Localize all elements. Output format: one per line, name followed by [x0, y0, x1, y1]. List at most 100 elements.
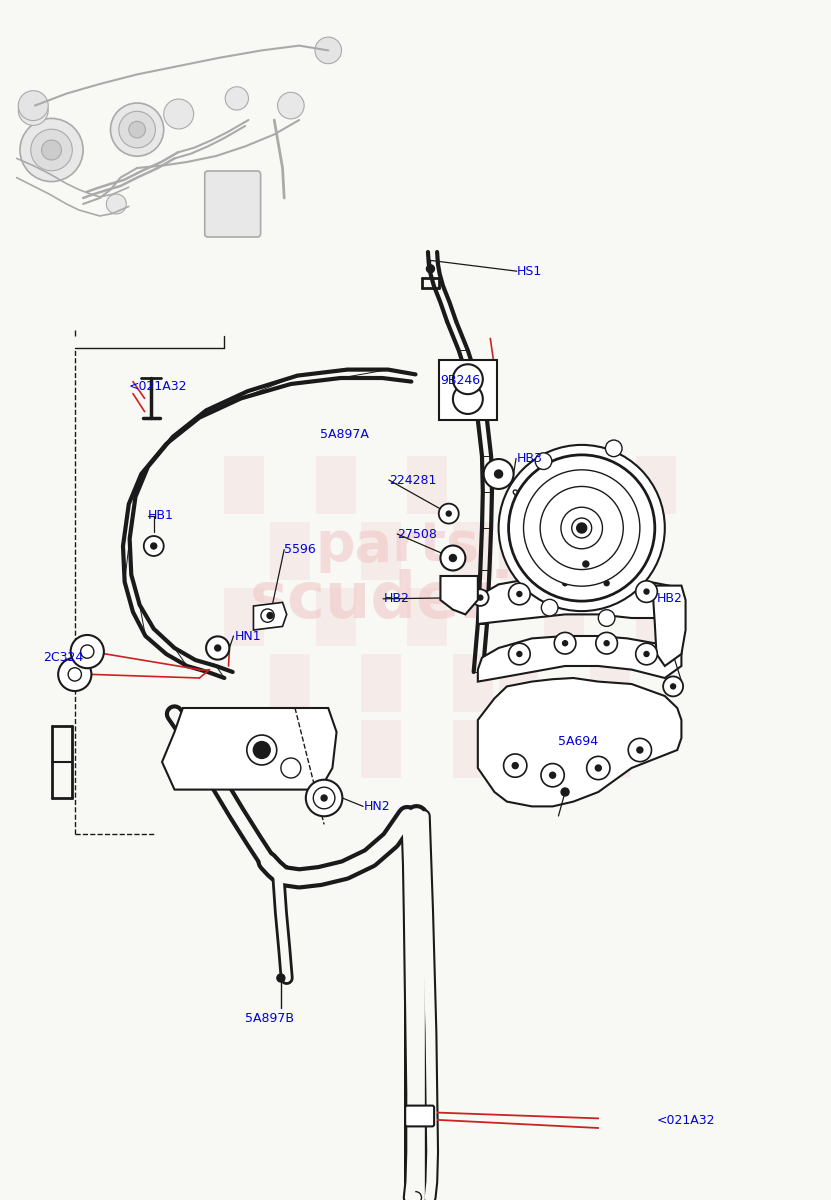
Circle shape [247, 736, 277, 764]
Bar [499, 522, 538, 580]
Polygon shape [253, 602, 287, 630]
Circle shape [509, 643, 530, 665]
Bar [636, 588, 676, 646]
Bar [407, 588, 447, 646]
Circle shape [509, 455, 655, 601]
Text: <021A32: <021A32 [129, 380, 187, 392]
Circle shape [426, 265, 435, 272]
Bar [270, 522, 310, 580]
Circle shape [509, 583, 530, 605]
Text: <021A32: <021A32 [656, 1115, 715, 1127]
Circle shape [663, 677, 683, 696]
Circle shape [18, 91, 48, 120]
Circle shape [499, 445, 665, 611]
Bar [439, 360, 497, 420]
Circle shape [278, 92, 304, 119]
Circle shape [313, 787, 335, 809]
Circle shape [504, 754, 527, 778]
Circle shape [595, 766, 602, 770]
Circle shape [517, 592, 522, 596]
Text: 5A694: 5A694 [558, 736, 598, 748]
Bar [316, 456, 356, 514]
Circle shape [604, 581, 609, 586]
Circle shape [554, 572, 576, 594]
Circle shape [423, 1114, 428, 1118]
Circle shape [512, 763, 519, 769]
Circle shape [606, 440, 622, 457]
Text: parts: parts [316, 520, 479, 574]
Bar [361, 522, 401, 580]
Text: HB2: HB2 [384, 593, 410, 605]
Polygon shape [162, 708, 337, 790]
Circle shape [484, 460, 514, 488]
Bar [590, 522, 630, 580]
Circle shape [524, 470, 640, 586]
Text: 5A897B: 5A897B [245, 1013, 294, 1025]
Circle shape [42, 140, 61, 160]
Circle shape [225, 86, 248, 110]
Text: 2C324: 2C324 [43, 652, 83, 664]
Circle shape [306, 780, 342, 816]
Circle shape [563, 581, 568, 586]
Circle shape [554, 632, 576, 654]
Circle shape [68, 667, 81, 682]
Bar [453, 720, 493, 778]
Bar [499, 720, 538, 778]
Circle shape [206, 636, 229, 660]
Bar [270, 654, 310, 712]
Text: 5A897A: 5A897A [320, 428, 369, 440]
Circle shape [281, 758, 301, 778]
Circle shape [577, 523, 587, 533]
Circle shape [446, 511, 451, 516]
Bar [407, 456, 447, 514]
Circle shape [596, 572, 617, 594]
Circle shape [253, 742, 270, 758]
Circle shape [541, 763, 564, 787]
Circle shape [58, 658, 91, 691]
Circle shape [321, 796, 327, 802]
Circle shape [20, 119, 83, 181]
Circle shape [598, 610, 615, 626]
Circle shape [637, 746, 643, 754]
Circle shape [563, 641, 568, 646]
Circle shape [111, 103, 164, 156]
Circle shape [81, 644, 94, 659]
Circle shape [150, 542, 157, 550]
Circle shape [636, 581, 657, 602]
Polygon shape [652, 586, 686, 666]
Text: HB1: HB1 [148, 510, 174, 522]
Text: HS1: HS1 [517, 265, 542, 277]
Bar [453, 654, 493, 712]
Circle shape [440, 546, 465, 570]
Circle shape [572, 518, 592, 538]
Bar [499, 654, 538, 712]
Text: scuderia: scuderia [249, 569, 556, 631]
Polygon shape [440, 576, 478, 614]
Circle shape [410, 1192, 421, 1200]
Bar [590, 654, 630, 712]
Circle shape [644, 652, 649, 656]
Bar [224, 456, 264, 514]
Polygon shape [478, 636, 681, 682]
Text: 224281: 224281 [389, 474, 436, 486]
Circle shape [636, 643, 657, 665]
Text: HN2: HN2 [364, 800, 391, 812]
Circle shape [596, 632, 617, 654]
Circle shape [561, 508, 602, 548]
Bar [544, 588, 584, 646]
Text: HB3: HB3 [517, 452, 543, 464]
Circle shape [517, 652, 522, 656]
Circle shape [406, 1188, 425, 1200]
Circle shape [129, 121, 145, 138]
Circle shape [628, 738, 652, 762]
Text: HN1: HN1 [234, 630, 261, 642]
Circle shape [277, 974, 285, 982]
Text: HB2: HB2 [656, 593, 682, 605]
Circle shape [587, 756, 610, 780]
Circle shape [315, 37, 342, 64]
Circle shape [541, 599, 558, 616]
Bar [636, 456, 676, 514]
Circle shape [604, 641, 609, 646]
Circle shape [18, 96, 48, 125]
Bar [316, 588, 356, 646]
